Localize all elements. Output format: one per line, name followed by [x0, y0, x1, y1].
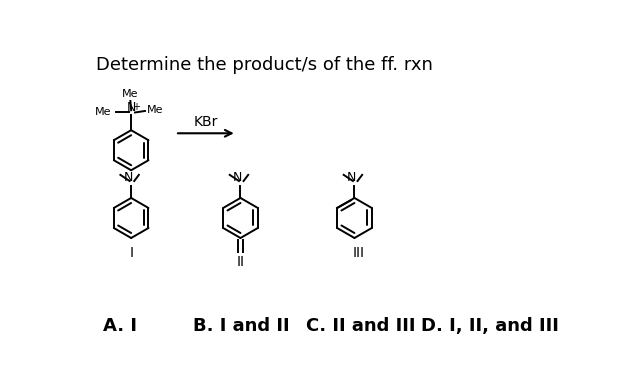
- Text: N: N: [124, 171, 133, 184]
- Text: Me: Me: [122, 89, 138, 100]
- Text: I: I: [129, 246, 133, 260]
- Text: N: N: [347, 171, 356, 184]
- Text: II: II: [237, 255, 245, 269]
- Text: A. I: A. I: [103, 317, 137, 335]
- Text: Me: Me: [146, 105, 163, 115]
- Text: D. I, II, and III: D. I, II, and III: [421, 317, 559, 335]
- Text: Me: Me: [95, 107, 111, 117]
- Text: KBr: KBr: [193, 115, 218, 129]
- Text: +: +: [132, 102, 140, 112]
- Text: N: N: [127, 101, 137, 114]
- Text: Determine the product/s of the ff. rxn: Determine the product/s of the ff. rxn: [96, 56, 433, 74]
- Text: III: III: [352, 246, 364, 260]
- Text: C. II and III: C. II and III: [306, 317, 415, 335]
- Text: N: N: [233, 171, 242, 184]
- Text: B. I and II: B. I and II: [193, 317, 289, 335]
